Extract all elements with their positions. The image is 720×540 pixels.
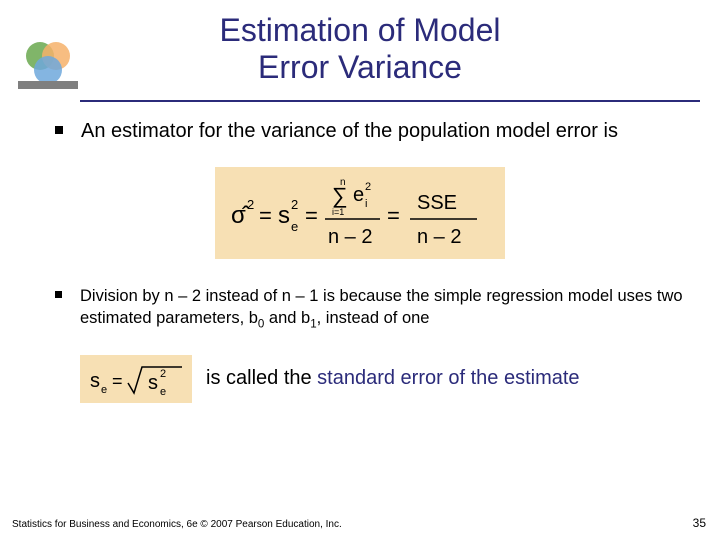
slide-title: Estimation of Model Error Variance <box>0 0 720 86</box>
svg-text:e: e <box>353 184 364 206</box>
row3-part-a: is called the <box>206 367 317 389</box>
bullet-2-part-c: , instead of one <box>317 309 430 327</box>
standard-error-text: is called the standard error of the esti… <box>206 367 580 390</box>
svg-text:s: s <box>278 202 290 229</box>
page-number: 35 <box>693 516 706 530</box>
svg-text:SSE: SSE <box>417 192 457 214</box>
svg-text:s: s <box>90 370 100 392</box>
svg-text:=: = <box>259 203 272 228</box>
svg-text:n – 2: n – 2 <box>417 226 461 248</box>
svg-text:=: = <box>112 371 123 391</box>
svg-text:i=1: i=1 <box>332 207 344 217</box>
svg-text:2: 2 <box>291 197 298 212</box>
bullet-marker <box>55 126 63 134</box>
svg-text:2: 2 <box>365 181 371 193</box>
svg-text:e: e <box>101 384 107 396</box>
svg-text:n – 2: n – 2 <box>328 226 372 248</box>
svg-text:i: i <box>365 198 367 210</box>
svg-text:2: 2 <box>160 368 166 380</box>
bullet-1: An estimator for the variance of the pop… <box>55 118 690 145</box>
standard-error-term: standard error of the estimate <box>317 367 579 389</box>
svg-text:=: = <box>305 203 318 228</box>
title-underline <box>80 100 700 102</box>
bullet-marker <box>55 291 62 298</box>
logo-graphic <box>18 34 78 94</box>
svg-text:s: s <box>148 372 158 394</box>
variance-formula: σ̂ 2 = s 2 e = n ∑ i=1 e 2 i n – 2 = SSE… <box>215 167 505 259</box>
svg-text:∑: ∑ <box>332 183 348 208</box>
title-line-1: Estimation of Model <box>219 12 500 48</box>
standard-error-row: s e = s 2 e is called the standard error… <box>80 355 720 403</box>
standard-error-formula: s e = s 2 e <box>80 355 192 403</box>
bullet-2-text: Division by n – 2 instead of n – 1 is be… <box>80 285 690 333</box>
svg-text:e: e <box>291 219 298 234</box>
bullet-1-text: An estimator for the variance of the pop… <box>81 118 618 145</box>
svg-text:e: e <box>160 386 166 398</box>
bullet-2-part-b: and b <box>264 309 310 327</box>
svg-text:=: = <box>387 203 400 228</box>
footer-text: Statistics for Business and Economics, 6… <box>12 519 342 530</box>
svg-text:2: 2 <box>247 197 254 212</box>
bullet-2: Division by n – 2 instead of n – 1 is be… <box>55 285 690 333</box>
title-line-2: Error Variance <box>258 49 462 85</box>
